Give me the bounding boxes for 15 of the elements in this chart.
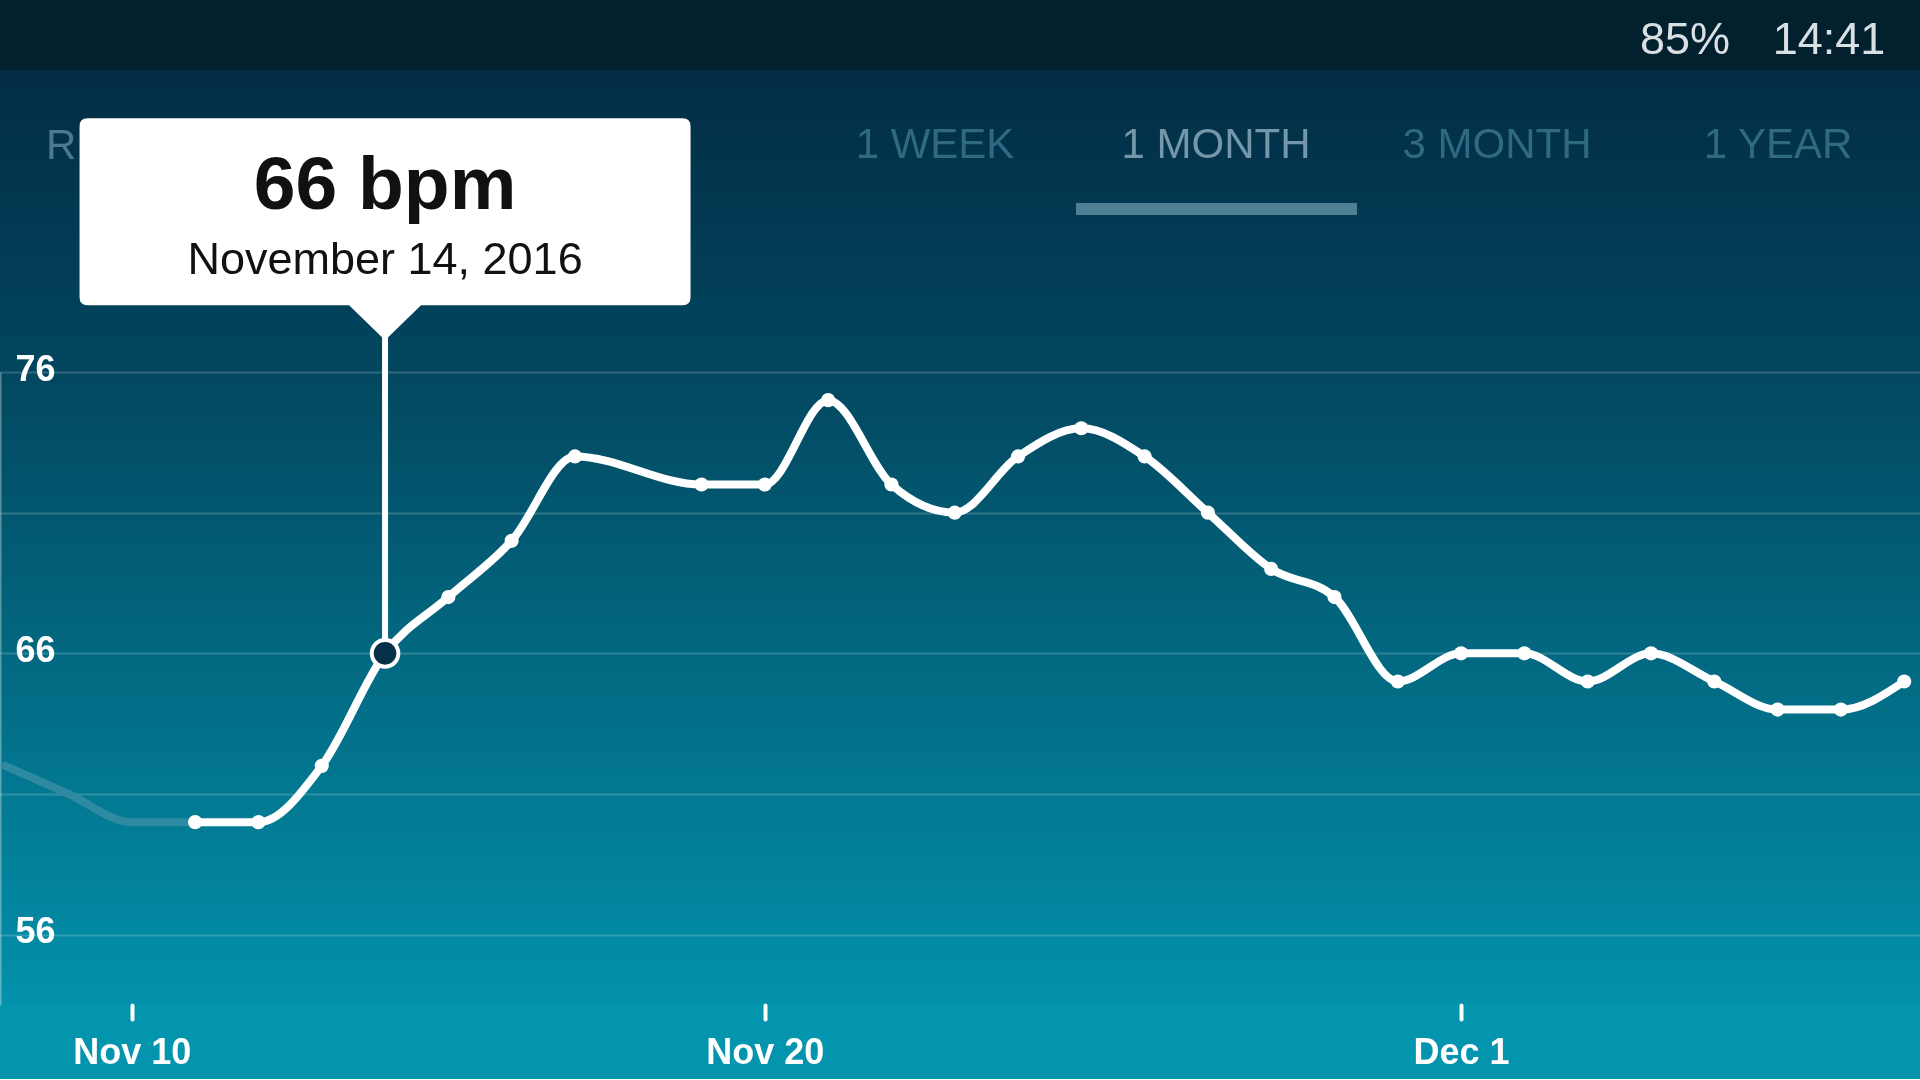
text: R [46, 121, 77, 168]
text: 14:41 [1772, 13, 1886, 64]
y-tick-label: 66 [15, 628, 56, 670]
text: 85% [1639, 13, 1731, 64]
text: 3 MONTH [1402, 120, 1592, 167]
x-tick-label: Nov 20 [706, 1030, 825, 1072]
x-tick-label: Dec 1 [1413, 1030, 1510, 1072]
x-tick-label: Nov 10 [73, 1030, 192, 1072]
annotation: 66 bpm [253, 141, 517, 226]
y-tick-label: 56 [15, 910, 56, 952]
annotation: November 14, 2016 [187, 232, 583, 284]
text: 1 WEEK [855, 120, 1015, 167]
text: 1 MONTH [1121, 120, 1311, 167]
text: 1 YEAR [1703, 120, 1853, 167]
y-tick-label: 76 [15, 347, 56, 389]
